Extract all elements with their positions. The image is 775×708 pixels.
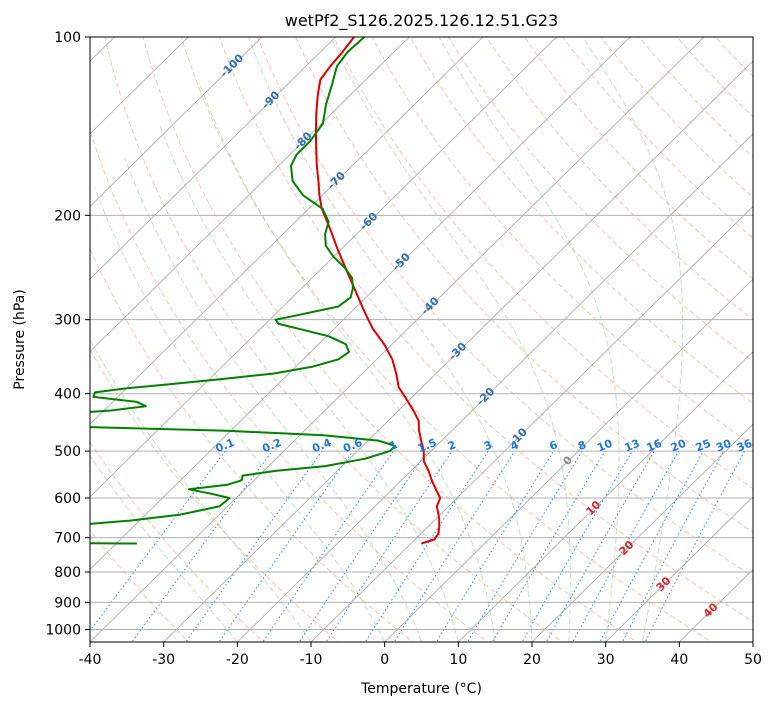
mixing-ratio-line [185,450,323,642]
moist-adiabat [438,37,620,642]
y-axis-ticks: 100 200 300 400 500 600 700 800 900 1000 [45,30,90,638]
x-tick-label: -30 [152,652,175,668]
mixing-ratio-line [262,450,394,642]
isotherm-line [384,278,753,642]
moist-adiabat [199,83,496,642]
moist-adiabat [94,188,386,642]
mixing-ratio-label: 25 [694,437,713,455]
mixing-ratio-line [435,450,555,642]
isotherm-line [531,423,753,642]
isotherm-line [458,351,753,642]
x-tick-label: 10 [449,652,467,668]
dry-adiabat [485,37,753,321]
isotherm-line [90,37,705,642]
isotherm-line [163,60,753,642]
mixing-ratio-line [644,450,746,642]
mixing-ratio-line [364,450,489,642]
y-tick-label: 600 [54,491,81,507]
mixing-ratio-label: 36 [735,437,754,455]
x-axis-ticks: -40 -30 -20 -10 0 10 20 30 40 50 [79,642,762,668]
isotherm-line [90,37,336,280]
x-tick-label: -40 [79,652,102,668]
isotherm-line [237,133,753,642]
mixing-ratio-line [621,450,725,642]
mixing-ratio-label: 10 [595,437,614,455]
x-tick-label: 50 [744,652,762,668]
mixing-ratio-label: 2 [446,438,458,453]
mixing-ratio-label: 20 [669,437,688,455]
mixing-ratio-line [393,450,516,642]
isotherm-line [90,37,631,570]
temperature-profile-line [314,37,442,545]
moist-adiabat [248,37,533,642]
mixing-ratio-line [218,450,354,642]
y-tick-label: 300 [54,313,81,329]
mixing-ratio-line [325,450,453,642]
mixing-ratio-line [491,450,606,642]
isotherm-line [90,37,263,207]
isotherm-line [90,37,484,425]
y-tick-label: 800 [54,565,81,581]
isotherm-line [310,205,753,642]
y-tick-label: 200 [54,208,81,224]
dry-adiabat [90,441,265,642]
y-tick-label: 100 [54,30,81,46]
x-tick-label: -20 [226,652,249,668]
isotherm-line [605,496,753,642]
dry-adiabat [371,37,753,447]
dry-adiabat [90,128,489,642]
mixing-ratio-label: 3 [482,438,494,453]
x-tick-label: 20 [523,652,541,668]
profile-lines [90,37,442,545]
x-tick-label: -10 [300,652,323,668]
mixing-ratio-label: 8 [576,438,588,453]
y-tick-label: 900 [54,595,81,611]
dewpoint-profile-line [90,37,397,545]
mixing-ratio-label: 13 [623,437,642,455]
moist-adiabat [330,37,571,642]
mixing-ratio-label: 30 [714,437,733,455]
mixing-ratio-line [599,450,704,642]
dry-adiabat [295,37,753,533]
mixing-ratio-line [521,450,633,642]
x-tick-label: 0 [380,652,389,668]
isotherm-line [90,37,557,498]
isotherm-line [90,37,410,353]
y-tick-label: 500 [54,444,81,460]
dry-adiabat [90,348,339,642]
y-tick-label: 1000 [45,622,81,638]
mixing-ratio-line [298,450,428,642]
y-tick-label: 400 [54,387,81,403]
moist-adiabat [124,157,422,642]
moist-adiabat [158,123,459,642]
plot-frame [89,36,754,643]
x-tick-label: 30 [597,652,615,668]
mixing-ratio-label: 1 [387,438,399,453]
moist-adiabat [582,37,684,642]
moist-adiabat [90,338,312,642]
dry-adiabat [409,37,753,404]
x-tick-label: 40 [670,652,688,668]
mixing-ratio-label: 16 [645,437,664,455]
dry-adiabat [180,37,713,642]
dry-adiabat [256,37,753,578]
dry-adiabat [333,37,753,490]
y-axis-label: Pressure (hPa) [12,289,28,389]
x-axis-label: Temperature (°C) [360,681,482,697]
y-tick-label: 700 [54,531,81,547]
chart-title: wetPf2_S126.2025.126.12.51.G23 [285,11,559,31]
background-lines [90,37,753,642]
